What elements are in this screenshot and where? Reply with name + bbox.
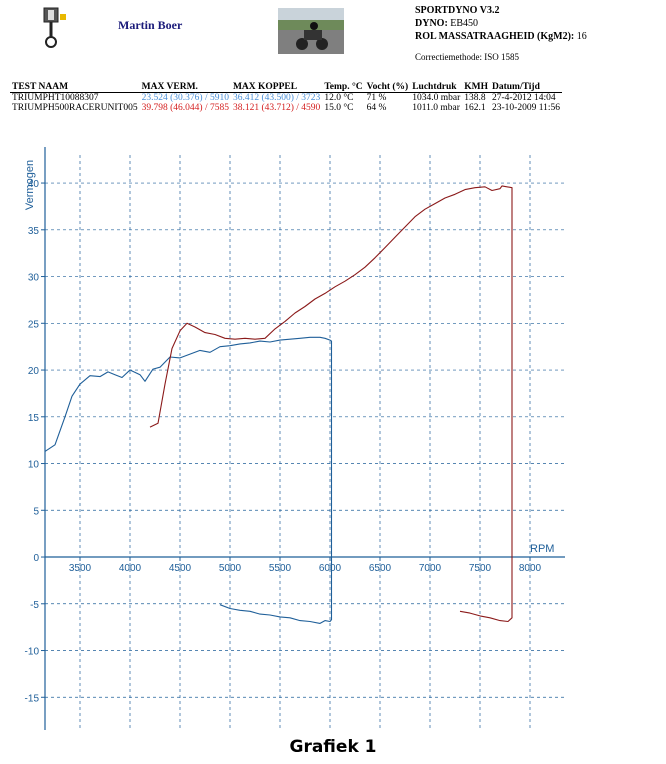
humidity: 64 % [366,103,387,113]
y-tick-label: 15 [28,413,40,424]
temperature: 15.0 °C [324,103,354,113]
table-row: TRIUMPHT10088307 23.524 (30.376) / 5910 … [10,93,562,103]
x-tick-label: 6000 [319,563,342,574]
max-power: 23.524 (30.376) / 5910 [141,93,229,103]
x-tick-label: 8000 [519,563,542,574]
x-tick-label: 5500 [269,563,292,574]
y-tick-label: 10 [28,460,40,471]
motorcycle-photo [278,8,344,54]
y-tick-label: 40 [28,179,40,190]
series-2-line [149,185,513,623]
table-header-row: TEST NAAM MAX VERM. MAX KOPPEL Temp. °C … [10,82,562,93]
humidity: 71 % [366,93,387,103]
chart-axes [44,147,565,730]
air-pressure: 1034.0 mbar [412,93,461,103]
temperature: 12.0 °C [324,93,354,103]
x-tick-label: 7500 [469,563,492,574]
y-tick-label: 5 [33,506,39,517]
inertia-label: ROL MASSATRAAGHEID (KgM2): [415,31,575,42]
piston-icon [40,6,70,56]
table-row: TRIUMPH500RACERUNIT005 39.798 (46.044) /… [10,103,562,113]
series-1-line [44,336,333,624]
kmh: 138.8 [464,93,486,103]
y-tick-label: -5 [30,600,39,611]
column-header: MAX VERM. [139,82,231,93]
column-header: Datum/Tijd [490,82,562,93]
y-tick-label: 25 [28,319,40,330]
kmh: 162.1 [464,103,486,113]
dyno-info: SPORTDYNO V3.2 DYNO: EB450 ROL MASSATRAA… [415,4,587,43]
correction-method: Correctiemethode: ISO 1585 [415,52,519,62]
max-torque: 36.412 (43.500) / 3723 [232,93,321,103]
author-name: Martin Boer [118,18,183,32]
air-pressure: 1011.0 mbar [412,103,460,113]
y-tick-label: 0 [33,553,39,564]
dyno-chart: 3500 4000 4500 5000 5500 6000 6500 7000 7500 8000… [24,147,565,730]
chart-ticks: 3500 4000 4500 5000 5500 6000 6500 7000 7500 8000… [25,179,542,704]
dyno-value: EB450 [450,18,479,29]
column-header: KMH [462,82,490,93]
x-tick-label: 5000 [219,563,242,574]
y-tick-label: -15 [25,693,40,704]
x-tick-label: 4500 [169,563,192,574]
column-header: Luchtdruk [410,82,463,93]
x-tick-label: 6500 [369,563,392,574]
test-name: TRIUMPHT10088307 [12,93,99,103]
x-tick-label: 3500 [69,563,92,574]
datetime: 27-4-2012 14:04 [492,93,556,103]
test-name: TRIUMPH500RACERUNIT005 [12,103,138,113]
inertia-value: 16 [576,31,587,42]
y-axis-label: Vermogen [24,160,36,210]
datetime: 23-10-2009 11:56 [492,103,560,113]
x-axis-label: RPM [530,543,554,555]
y-tick-label: 20 [28,366,40,377]
column-header: Temp. °C [322,82,365,93]
chart-grid [45,155,565,730]
y-tick-label: 35 [28,226,40,237]
column-header: TEST NAAM [10,82,140,93]
chart-lines [44,185,513,624]
software-version: SPORTDYNO V3.2 [415,5,500,16]
y-tick-label: -10 [25,647,40,658]
max-power: 39.798 (46.044) / 7585 [141,103,229,113]
column-header: MAX KOPPEL [230,82,323,93]
x-tick-label: 4000 [119,563,142,574]
chart-caption: Grafiek 1 [289,737,377,757]
runs-table: TEST NAAM MAX VERM. MAX KOPPEL Temp. °C … [10,82,562,113]
max-torque: 38.121 (43.712) / 4590 [232,103,321,113]
y-tick-label: 30 [28,273,40,284]
dyno-label: DYNO: [415,18,448,29]
column-header: Vocht (%) [364,82,411,93]
x-tick-label: 7000 [419,563,442,574]
